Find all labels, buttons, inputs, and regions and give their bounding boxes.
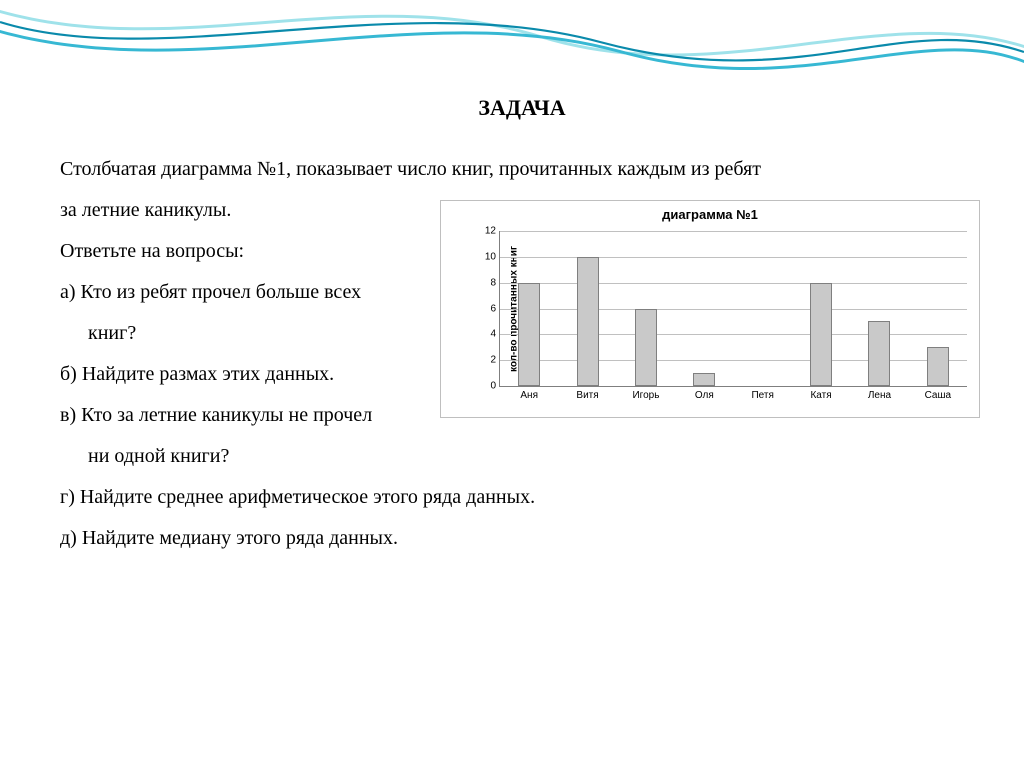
chart-gridline	[500, 257, 967, 258]
chart-xtick: Лена	[868, 390, 891, 401]
chart-xtick: Игорь	[632, 390, 659, 401]
chart-container: диаграмма №1 кол-во прочитанных книг 024…	[440, 200, 980, 418]
chart-plot-area: 024681012АняВитяИгорьОляПетяКатяЛенаСаша	[499, 231, 967, 387]
chart-bar	[810, 283, 832, 386]
chart-title: диаграмма №1	[441, 201, 979, 226]
chart-bar	[518, 283, 540, 386]
task-title: ЗАДАЧА	[60, 95, 984, 121]
slide: ЗАДАЧА Столбчатая диаграмма №1, показыва…	[0, 0, 1024, 767]
chart-xtick: Катя	[810, 390, 831, 401]
chart-gridline	[500, 334, 967, 335]
chart-ytick: 10	[478, 251, 496, 262]
chart-ytick: 8	[478, 277, 496, 288]
chart-plot: 024681012АняВитяИгорьОляПетяКатяЛенаСаша	[499, 231, 967, 387]
question-d: г) Найдите среднее арифметическое этого …	[60, 477, 984, 518]
question-c-cont: ни одной книги?	[60, 436, 984, 477]
intro-line1: Столбчатая диаграмма №1, показывает числ…	[60, 149, 984, 190]
content-area: ЗАДАЧА Столбчатая диаграмма №1, показыва…	[60, 95, 984, 747]
chart-xtick: Оля	[695, 390, 714, 401]
chart-ytick: 4	[478, 329, 496, 340]
chart-xtick: Витя	[576, 390, 598, 401]
chart-gridline	[500, 309, 967, 310]
chart-xtick: Петя	[751, 390, 773, 401]
chart-bar	[693, 373, 715, 386]
chart-bar	[868, 321, 890, 386]
chart-xtick: Саша	[925, 390, 951, 401]
chart-ytick: 12	[478, 226, 496, 237]
chart-xtick: Аня	[520, 390, 538, 401]
chart-gridline	[500, 231, 967, 232]
question-e: д) Найдите медиану этого ряда данных.	[60, 518, 984, 559]
chart-ytick: 2	[478, 355, 496, 366]
chart-ytick: 6	[478, 303, 496, 314]
chart-gridline	[500, 283, 967, 284]
chart-gridline	[500, 360, 967, 361]
chart-bar	[927, 347, 949, 386]
chart-bar	[577, 257, 599, 386]
wave-decoration	[0, 0, 1024, 90]
chart-bar	[635, 309, 657, 387]
chart-ytick: 0	[478, 381, 496, 392]
